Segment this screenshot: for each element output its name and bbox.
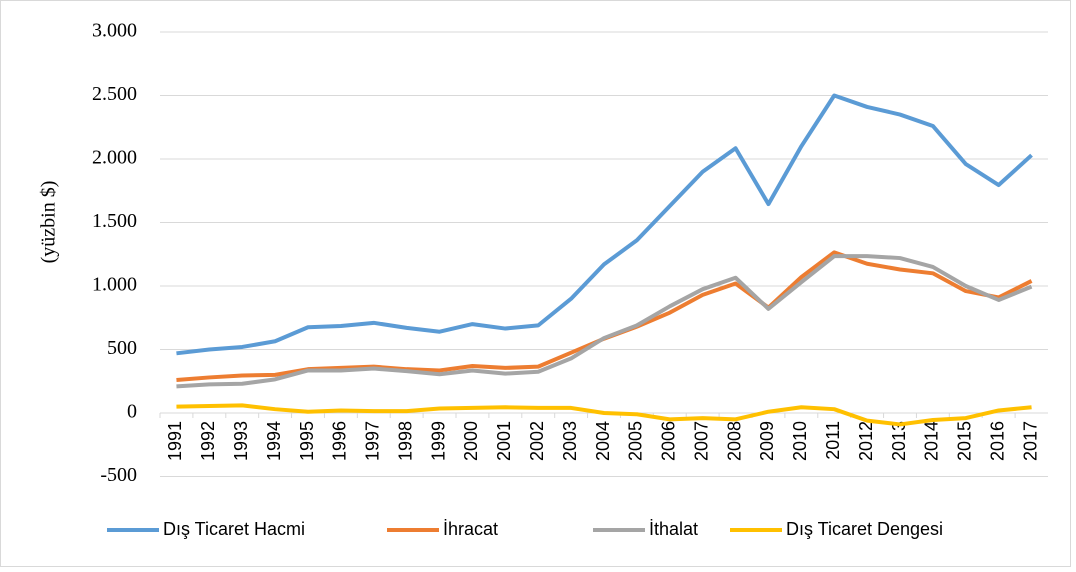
x-tick-label: 1998 — [395, 421, 415, 461]
series-line — [176, 93, 1033, 356]
legend-label: İhracat — [443, 519, 498, 539]
x-tick-label: 1996 — [330, 421, 350, 461]
y-tick-label: 1.000 — [92, 274, 137, 296]
y-tick-label: 2.500 — [92, 83, 137, 105]
x-tick-label: 2006 — [659, 421, 679, 461]
x-tick-label: 2014 — [922, 421, 942, 461]
x-tick-label: 2013 — [889, 421, 909, 461]
x-tick-label: 2009 — [757, 421, 777, 461]
x-tick-label: 2015 — [955, 421, 975, 461]
x-tick-label: 2004 — [593, 421, 613, 461]
legend-label: Dış Ticaret Hacmi — [163, 519, 305, 539]
series-line — [176, 403, 1032, 427]
x-tick-label: 1993 — [231, 421, 251, 461]
x-tick-label: 2016 — [987, 421, 1007, 461]
series-line — [176, 254, 1033, 389]
y-tick-label: -500 — [100, 464, 137, 486]
x-tick-label: 2000 — [461, 421, 481, 461]
x-tick-label: 1997 — [363, 421, 383, 461]
y-tick-label: 500 — [107, 337, 137, 359]
legend-label: İthalat — [649, 519, 698, 539]
x-tick-label: 2017 — [1020, 421, 1040, 461]
x-tick-label: 2002 — [527, 421, 547, 461]
x-tick-label: 1991 — [165, 421, 185, 461]
x-tick-label: 2012 — [856, 421, 876, 461]
x-tick-label: 2010 — [790, 421, 810, 461]
x-tick-label: 2005 — [626, 421, 646, 461]
x-tick-label: 1992 — [198, 421, 218, 461]
x-tick-label: 2001 — [494, 421, 514, 461]
y-tick-label: 2.000 — [92, 147, 137, 169]
x-tick-label: 2003 — [560, 421, 580, 461]
x-tick-label: 2011 — [823, 421, 843, 460]
y-tick-label: 1.500 — [92, 210, 137, 232]
x-tick-label: 2008 — [724, 421, 744, 461]
x-tick-label: 1999 — [428, 421, 448, 461]
y-tick-label: 0 — [127, 401, 137, 423]
x-tick-label: 1995 — [297, 421, 317, 461]
y-axis-label: (yüzbin $) — [38, 181, 60, 264]
legend-label: Dış Ticaret Dengesi — [786, 519, 943, 539]
y-tick-label: 3.000 — [92, 20, 137, 42]
x-tick-label: 2007 — [691, 421, 711, 461]
x-tick-label: 1994 — [264, 421, 284, 461]
